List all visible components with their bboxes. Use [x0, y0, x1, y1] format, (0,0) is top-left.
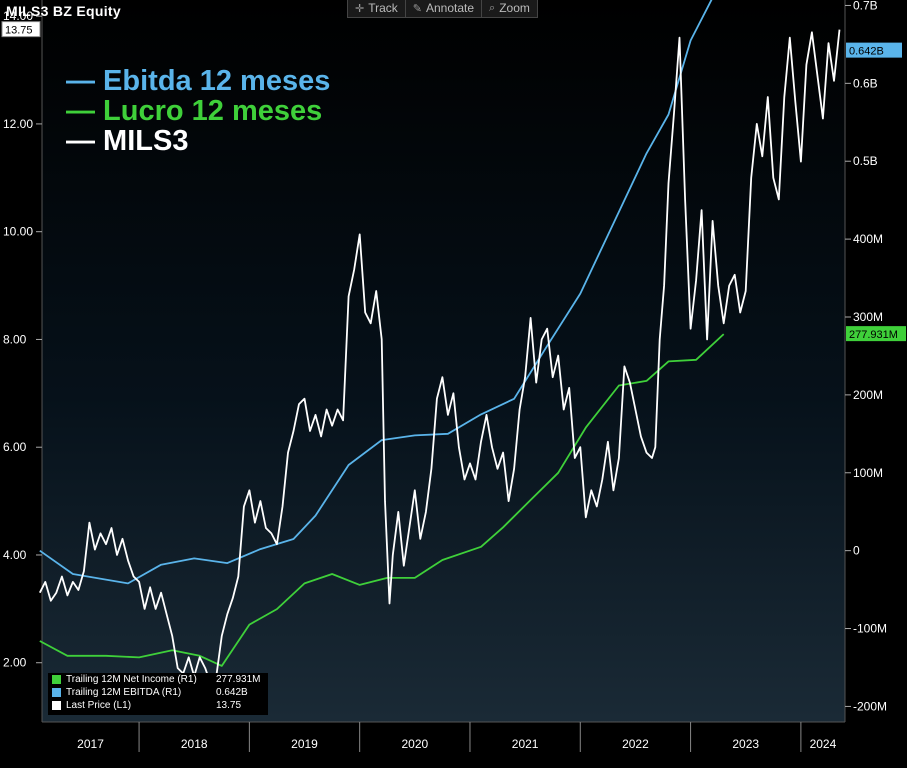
left-axis: 14.00 12.00 10.00 8.00 6.00 4.00 2.00	[3, 9, 42, 670]
legend-value: 13.75	[216, 700, 242, 711]
right-tick-label: 0.6B	[853, 76, 878, 90]
right-tick-label: 0.7B	[853, 0, 878, 12]
legend-value: 277.931M	[216, 674, 261, 685]
pencil-icon: ✎	[412, 2, 422, 15]
price-last-tag-text: 13.75	[5, 25, 33, 37]
last-value-tags: 13.75 0.642B 277.931M	[1, 21, 906, 342]
legend-name: Trailing 12M EBITDA (R1)	[66, 687, 182, 698]
legend-name: Last Price (L1)	[66, 700, 132, 711]
annotate-button[interactable]: ✎ Annotate	[406, 0, 483, 17]
annotate-label: Annotate	[426, 1, 475, 15]
crosshair-icon: ✛	[355, 2, 365, 15]
x-tick-label: 2017	[77, 737, 104, 751]
track-button[interactable]: ✛ Track	[348, 0, 406, 17]
series-legend: Trailing 12M Net Income (R1) 277.931M Tr…	[48, 673, 268, 715]
right-tick-label: 0	[853, 544, 860, 558]
x-tick-label: 2021	[512, 737, 539, 751]
legend-mils3: — MILS3	[66, 125, 189, 157]
magnifier-icon: ⌕	[489, 1, 496, 14]
left-tick-label: 12.00	[3, 117, 33, 131]
x-tick-label: 2022	[622, 737, 649, 751]
x-tick-label: 2019	[291, 737, 318, 751]
overlay-legend: — Ebitda 12 meses — Lucro 12 meses — MIL…	[66, 66, 330, 156]
left-tick-label: 4.00	[3, 548, 27, 562]
ebitda-last-tag-box	[846, 42, 902, 58]
legend-name: Trailing 12M Net Income (R1)	[66, 674, 197, 685]
left-tick-label: 8.00	[3, 332, 27, 346]
legend-row-last-price: Last Price (L1) 13.75	[48, 699, 268, 712]
x-axis: 2017 2018 2019 2020 2021 2022 2023 2024	[77, 722, 837, 752]
right-tick-label: 100M	[853, 466, 883, 480]
right-tick-label: -200M	[853, 699, 887, 713]
series-price-line	[38, 29, 841, 686]
x-tick-label: 2024	[810, 737, 837, 751]
right-axis: 0.7B 0.6B 0.5B 400M 300M 200M 100M 0 -100M -200M	[845, 0, 887, 713]
chart-toolbar: ✛ Track ✎ Annotate ⌕ Zoom	[347, 0, 538, 18]
price-last-tag-box	[1, 21, 41, 38]
x-tick-label: 2020	[401, 737, 428, 751]
left-tick-label: 14.00	[3, 9, 33, 23]
chart-title: MILS3 BZ Equity	[6, 3, 121, 19]
right-tick-label: 300M	[853, 310, 883, 324]
ebitda-last-tag: 0.642B	[846, 42, 902, 58]
price-last-tag: 13.75	[1, 21, 41, 38]
right-tick-label: 200M	[853, 388, 883, 402]
left-tick-label: 2.00	[3, 656, 27, 670]
ebitda-last-tag-text: 0.642B	[849, 46, 884, 58]
legend-row-net-income: Trailing 12M Net Income (R1) 277.931M	[48, 673, 268, 686]
legend-swatch	[52, 675, 61, 684]
legend-row-ebitda: Trailing 12M EBITDA (R1) 0.642B	[48, 686, 268, 699]
right-tick-label: -100M	[853, 622, 887, 636]
zoom-button[interactable]: ⌕ Zoom	[482, 0, 537, 17]
legend-swatch	[52, 701, 61, 710]
zoom-label: Zoom	[499, 1, 530, 15]
right-tick-label: 0.5B	[853, 154, 878, 168]
net-income-last-tag-text: 277.931M	[849, 329, 898, 341]
legend-ebitda: — Ebitda 12 meses	[66, 65, 331, 97]
net-income-last-tag-box	[846, 326, 906, 342]
series-net-income-line	[39, 333, 725, 667]
left-tick-label: 6.00	[3, 440, 27, 454]
legend-lucro: — Lucro 12 meses	[66, 95, 323, 127]
legend-swatch	[52, 688, 61, 697]
track-label: Track	[368, 1, 398, 15]
net-income-last-tag: 277.931M	[846, 326, 906, 342]
series-layer	[38, 0, 841, 686]
x-tick-label: 2018	[181, 737, 208, 751]
left-tick-label: 10.00	[3, 225, 33, 239]
legend-value: 0.642B	[216, 687, 248, 698]
x-tick-label: 2023	[732, 737, 759, 751]
plot-area	[42, 0, 845, 722]
right-tick-label: 400M	[853, 232, 883, 246]
series-ebitda-line	[39, 0, 713, 585]
